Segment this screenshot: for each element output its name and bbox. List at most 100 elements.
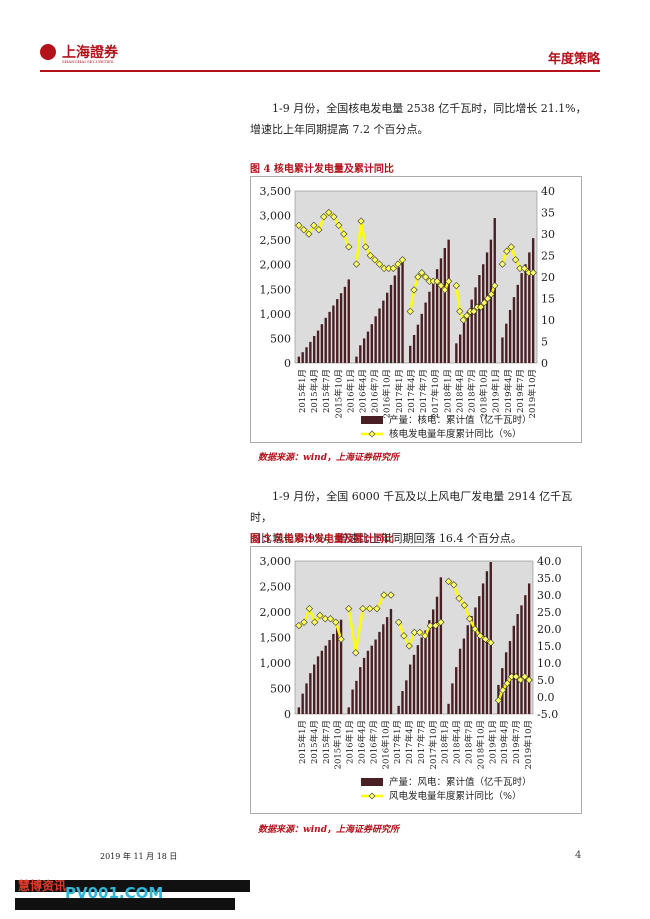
- report-type: 年度策略: [547, 52, 600, 67]
- bar: [505, 323, 508, 363]
- line-point: [345, 604, 353, 613]
- watermark-text: 慧博资讯: [18, 879, 67, 893]
- bar: [420, 637, 423, 714]
- bar: [416, 324, 420, 363]
- line-point: [503, 679, 511, 688]
- y-left-tick-label: 1,000: [260, 657, 292, 670]
- x-tick-label: 2018年4月: [452, 720, 463, 764]
- bar: [455, 343, 458, 363]
- y-right-tick-label: 30.0: [537, 589, 562, 602]
- bar: [462, 638, 466, 714]
- x-tick-label: 2019年10月: [523, 720, 534, 769]
- bar: [366, 650, 370, 714]
- y-left-tick-label: 1,500: [260, 632, 292, 645]
- bar: [401, 691, 404, 714]
- bar: [520, 273, 523, 363]
- line-point: [520, 264, 529, 273]
- line-point: [455, 594, 463, 603]
- report-date: 2019 年 11 月 18 日: [100, 852, 178, 861]
- line-point: [315, 226, 323, 234]
- line-point: [300, 618, 308, 626]
- y-left-tick-label: 2,500: [260, 234, 292, 247]
- y-right-tick-label: 40.0: [537, 555, 562, 568]
- bar: [328, 311, 331, 363]
- line-point: [441, 286, 449, 294]
- bar: [397, 267, 400, 363]
- bar: [432, 609, 435, 714]
- bar: [313, 664, 316, 714]
- y-right-tick-label: 20: [541, 271, 555, 284]
- line-point: [340, 230, 348, 238]
- line-point: [305, 604, 314, 613]
- watermark-url: PV001.COM: [65, 884, 164, 902]
- bar: [339, 619, 343, 714]
- x-tick-label: 2017年4月: [404, 720, 415, 764]
- bar: [347, 279, 350, 363]
- y-left-tick-label: 3,000: [260, 555, 292, 568]
- bar: [362, 657, 366, 714]
- bar: [462, 322, 466, 363]
- y-right-tick-label: -5.0: [537, 708, 558, 721]
- bar: [439, 577, 443, 714]
- bar: [443, 248, 447, 363]
- legend-label: 核电发电量年度累计同比（%）: [389, 428, 522, 440]
- y-left-tick-label: 500: [270, 683, 291, 696]
- x-tick-label: 2018年1月: [440, 720, 451, 764]
- x-tick-label: 2019年10月: [527, 369, 538, 418]
- x-tick-label: 2017年7月: [416, 720, 427, 764]
- paragraph-nuclear: 1-9 月份，全国核电发电量 2538 亿千瓦时，同比增长 21.1%， 增速比…: [250, 98, 590, 140]
- bar: [489, 239, 493, 363]
- x-tick-label: 2016年10月: [380, 720, 391, 769]
- y-right-tick-label: 15.0: [537, 640, 562, 653]
- y-right-tick-label: 20.0: [537, 623, 562, 636]
- x-tick-label: 2017年4月: [406, 369, 417, 413]
- y-right-tick-label: 5.0: [537, 674, 555, 687]
- bar: [478, 275, 481, 363]
- legend-line-marker: [368, 430, 376, 438]
- bar: [351, 689, 354, 714]
- bar: [470, 616, 473, 714]
- x-tick-label: 2018年10月: [479, 369, 490, 418]
- bar: [359, 345, 362, 363]
- line-point: [405, 642, 413, 650]
- line-point: [357, 217, 365, 225]
- line-point: [330, 213, 338, 221]
- bar: [424, 630, 427, 714]
- bar: [393, 275, 397, 363]
- line-point: [295, 621, 303, 630]
- bar: [435, 269, 439, 363]
- bar: [374, 639, 377, 714]
- line-point: [529, 269, 537, 277]
- line-point: [491, 281, 499, 290]
- bar: [481, 583, 485, 714]
- x-tick-label: 2018年10月: [475, 720, 486, 769]
- x-tick-label: 2015年4月: [309, 720, 320, 764]
- line-point: [477, 303, 485, 311]
- bar: [516, 284, 519, 363]
- line-point: [345, 243, 353, 251]
- line-point: [487, 290, 495, 298]
- line-point: [416, 628, 424, 637]
- y-left-tick-label: 500: [270, 332, 291, 345]
- bar: [324, 645, 327, 714]
- line-point: [410, 286, 418, 294]
- bar: [501, 337, 504, 363]
- line-point: [480, 299, 488, 307]
- bar: [474, 607, 477, 714]
- bar: [385, 292, 389, 363]
- x-tick-label: 2015年7月: [321, 369, 332, 413]
- bar: [401, 258, 404, 363]
- line-point: [389, 264, 397, 273]
- x-tick-label: 2018年7月: [466, 369, 477, 413]
- bar: [316, 330, 320, 363]
- legend-bar-swatch: [361, 778, 383, 786]
- bar: [343, 286, 347, 363]
- figure-5-chart: 0 500 1,000 1,500 2,000 2,500 3,000 -5.0 0.0 5.0 1…: [250, 546, 582, 814]
- bar: [447, 703, 450, 714]
- line-point: [507, 243, 515, 251]
- line-point: [450, 581, 458, 589]
- y-right-tick-label: 35: [541, 207, 555, 220]
- logo-emblem-icon: [40, 44, 56, 60]
- bar: [366, 331, 370, 363]
- line-point: [421, 273, 430, 281]
